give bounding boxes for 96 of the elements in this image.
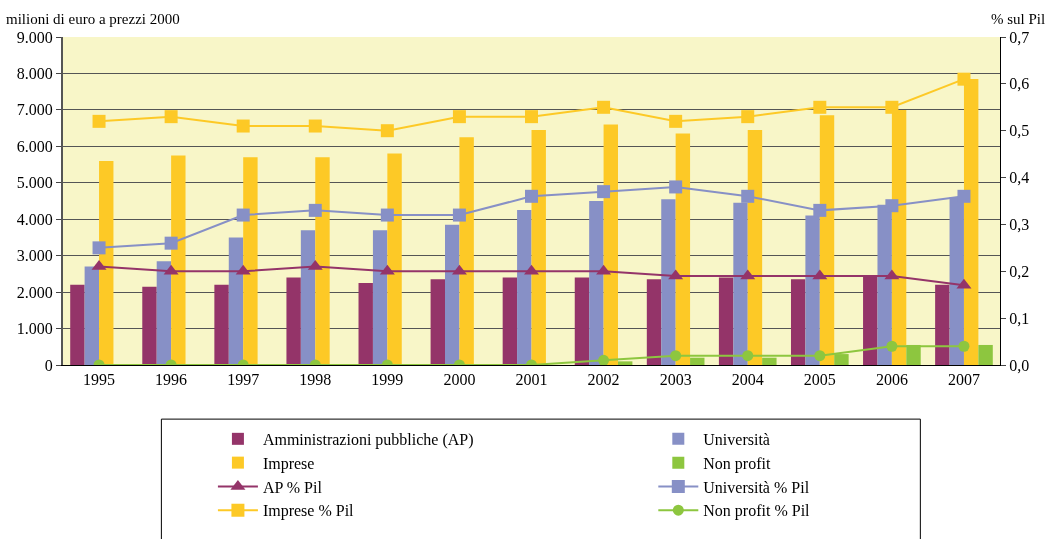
bar	[790, 279, 806, 365]
x-tick-label: 2002	[587, 371, 620, 389]
bar	[358, 283, 373, 365]
y-tick-label: 7.000	[16, 101, 53, 119]
x-tick-label: 2000	[443, 371, 476, 389]
y2-tick-label: 0,6	[1009, 75, 1030, 93]
y2-tick-label: 0,5	[1009, 122, 1030, 140]
point	[597, 100, 611, 114]
point	[741, 110, 755, 124]
x-tick-label: 2003	[659, 371, 692, 389]
y-tick-label: 4.000	[16, 210, 53, 228]
bar	[747, 129, 763, 365]
bar	[574, 277, 590, 365]
point	[813, 203, 827, 217]
bar	[171, 155, 186, 365]
bar	[300, 230, 316, 365]
x-tick-label: 2006	[875, 371, 908, 389]
point	[164, 110, 178, 124]
x-tick-label: 1998	[299, 371, 332, 389]
y-axis-title: milioni di euro a prezzi 2000	[6, 11, 180, 27]
bar	[661, 199, 676, 365]
bar	[142, 286, 157, 365]
point	[525, 110, 538, 124]
point	[957, 72, 971, 86]
bar	[228, 237, 244, 365]
point	[885, 100, 899, 114]
bar	[387, 153, 402, 365]
point	[380, 124, 394, 138]
bar	[531, 129, 546, 365]
bar	[646, 279, 662, 365]
bar	[214, 284, 229, 365]
point	[308, 119, 322, 133]
y-tick-label: 2.000	[16, 283, 53, 301]
y2-tick-label: 0,3	[1009, 216, 1030, 234]
y-tick-label: 5.000	[16, 174, 53, 192]
bar	[517, 210, 532, 365]
x-tick-label: 1996	[155, 371, 188, 389]
legend-label: Non profit % Pil	[703, 502, 811, 521]
legend-label: Università % Pil	[703, 478, 810, 496]
bar	[84, 266, 100, 365]
x-tick-label: 2001	[515, 371, 548, 389]
x-tick-label: 1995	[83, 371, 116, 389]
y2-tick-label: 0,7	[1009, 28, 1030, 46]
legend-label: Amministrazioni pubbliche (AP)	[262, 431, 474, 450]
x-tick-label: 2005	[803, 371, 836, 389]
bar	[430, 279, 446, 365]
bar	[459, 137, 474, 365]
x-tick-label: 2004	[731, 371, 764, 389]
point	[164, 236, 178, 250]
point	[308, 203, 322, 217]
point	[957, 189, 971, 203]
bar	[243, 157, 258, 365]
legend-label: Non profit	[703, 454, 771, 473]
point	[741, 189, 755, 203]
point	[380, 208, 394, 222]
point	[236, 119, 250, 133]
y-tick-label: 6.000	[16, 137, 53, 155]
point	[452, 110, 466, 124]
point	[885, 199, 899, 213]
y-tick-label: 9.000	[16, 28, 53, 46]
y-tick-label: 0	[44, 356, 53, 374]
legend-label: AP % Pil	[262, 478, 323, 496]
y-tick-label: 3.000	[16, 247, 53, 265]
bar	[372, 230, 388, 365]
bar	[286, 277, 301, 365]
y-tick-label: 8.000	[16, 65, 53, 83]
point	[669, 180, 683, 194]
point	[92, 114, 106, 128]
bar	[675, 133, 691, 365]
x-tick-label: 1999	[371, 371, 404, 389]
point	[92, 241, 106, 255]
bar	[603, 124, 618, 365]
legend-label: Università	[703, 431, 770, 449]
bar	[156, 261, 172, 365]
point	[597, 185, 611, 199]
point	[452, 208, 466, 222]
bar	[978, 344, 993, 365]
y2-tick-label: 0,0	[1009, 356, 1030, 374]
point	[236, 208, 250, 222]
point	[813, 100, 827, 114]
x-tick-label: 1997	[227, 371, 260, 389]
bar	[70, 284, 85, 365]
point	[669, 114, 683, 128]
legend-label: Imprese % Pil	[262, 502, 355, 521]
y2-tick-label: 0,4	[1009, 169, 1030, 187]
y2-tick-label: 0,2	[1009, 262, 1030, 280]
y2-axis-title: % sul Pil	[991, 11, 1046, 27]
legend-label: Imprese	[262, 454, 315, 473]
y2-tick-label: 0,1	[1009, 309, 1030, 327]
y-tick-label: 1.000	[16, 320, 53, 338]
bar	[502, 277, 518, 365]
x-tick-label: 2007	[947, 371, 980, 389]
bar	[315, 157, 330, 365]
point	[598, 354, 610, 365]
bar	[99, 160, 114, 365]
point	[525, 189, 538, 203]
